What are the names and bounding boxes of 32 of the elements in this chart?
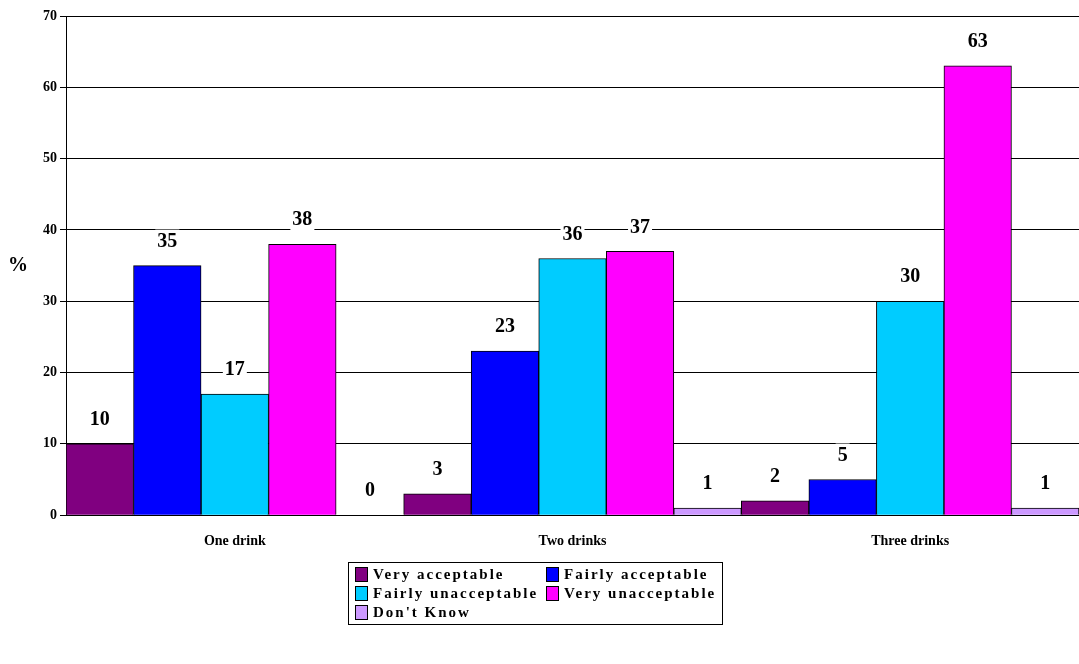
y-tick-label: 40	[43, 221, 57, 237]
data-label: 17	[224, 357, 245, 380]
data-label: 5	[837, 442, 848, 465]
data-label: 35	[157, 228, 178, 251]
y-axis-title: %	[8, 252, 28, 275]
y-tick-label: 70	[43, 7, 57, 23]
legend-label: Very unacceptable	[564, 584, 717, 603]
legend-label: Very acceptable	[373, 565, 505, 584]
data-label: 63	[967, 29, 988, 52]
data-label: 1	[702, 471, 713, 494]
data-label: 38	[292, 207, 313, 230]
x-tick-label: Three drinks	[871, 533, 950, 549]
y-tick-label: 50	[43, 150, 57, 166]
data-label: 1	[1040, 471, 1051, 494]
data-label: 37	[630, 214, 651, 237]
data-label: 23	[494, 314, 515, 337]
legend-label: Don't Know	[373, 603, 471, 622]
y-tick-label: 0	[50, 506, 57, 522]
data-label: 36	[562, 221, 583, 244]
data-label: 10	[89, 407, 110, 430]
legend-label: Fairly acceptable	[564, 565, 709, 584]
data-label: 30	[900, 264, 921, 287]
data-label: 3	[432, 456, 443, 479]
data-label: 2	[770, 464, 781, 487]
y-tick-label: 10	[43, 435, 57, 451]
y-tick-label: 20	[43, 364, 57, 380]
x-tick-label: Two drinks	[538, 533, 607, 549]
data-label: 0	[364, 478, 375, 501]
y-tick-label: 60	[43, 78, 57, 94]
x-tick-label: One drink	[203, 533, 266, 549]
legend-label: Fairly unacceptable	[373, 584, 539, 603]
y-tick-label: 30	[43, 292, 57, 308]
